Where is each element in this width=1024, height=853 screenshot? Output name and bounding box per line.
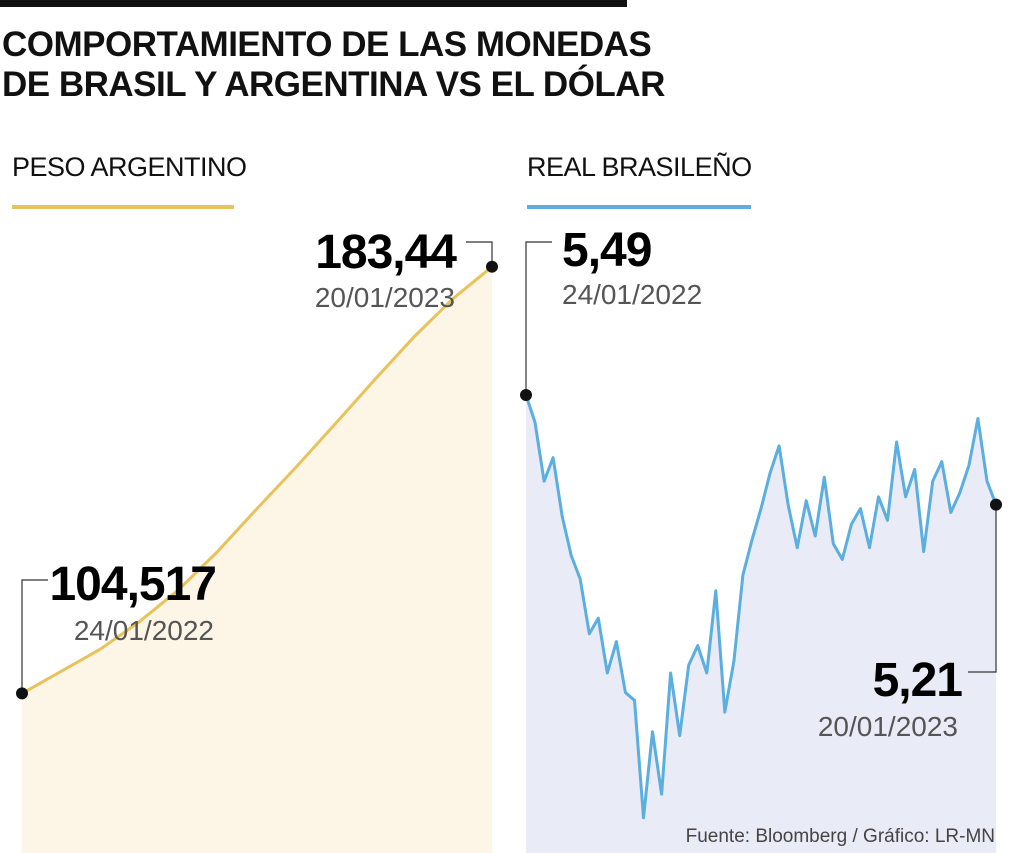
brl-start-point <box>520 389 532 402</box>
ars-end-point <box>486 260 498 273</box>
ars-series-line <box>21 265 493 695</box>
brl-start-value: 5,49 <box>562 224 651 277</box>
ars-start-leader <box>21 579 48 694</box>
brl-chart <box>520 241 1002 853</box>
ars-panel-label: PESO ARGENTINO <box>12 152 247 182</box>
chart-title: COMPORTAMIENTO DE LAS MONEDAS DE BRASIL … <box>2 25 665 104</box>
ars-start-date: 24/01/2022 <box>74 615 214 646</box>
source-note: Fuente: Bloomberg / Gráfico: LR-MN <box>686 826 995 847</box>
brl-series-line <box>524 394 998 820</box>
brl-area-fill <box>526 395 996 853</box>
brl-end-value: 5,21 <box>873 654 963 707</box>
ars-end-value: 183,44 <box>315 226 457 279</box>
ars-end-date: 20/01/2023 <box>315 282 455 313</box>
ars-start-point <box>16 687 28 700</box>
ars-end-leader <box>466 241 493 267</box>
brl-label-underline <box>527 205 751 209</box>
brl-start-date: 24/01/2022 <box>562 279 702 310</box>
brl-panel-label: REAL BRASILEÑO <box>527 152 752 182</box>
ars-start-value: 104,517 <box>49 558 216 611</box>
brl-end-leader <box>968 504 997 673</box>
top-rule <box>0 0 627 7</box>
brl-end-point <box>990 498 1002 511</box>
brl-end-date: 20/01/2023 <box>818 711 958 742</box>
ars-area-fill <box>22 266 492 853</box>
ars-chart <box>16 241 498 853</box>
brl-start-leader <box>525 241 552 396</box>
ars-label-underline <box>12 205 234 209</box>
